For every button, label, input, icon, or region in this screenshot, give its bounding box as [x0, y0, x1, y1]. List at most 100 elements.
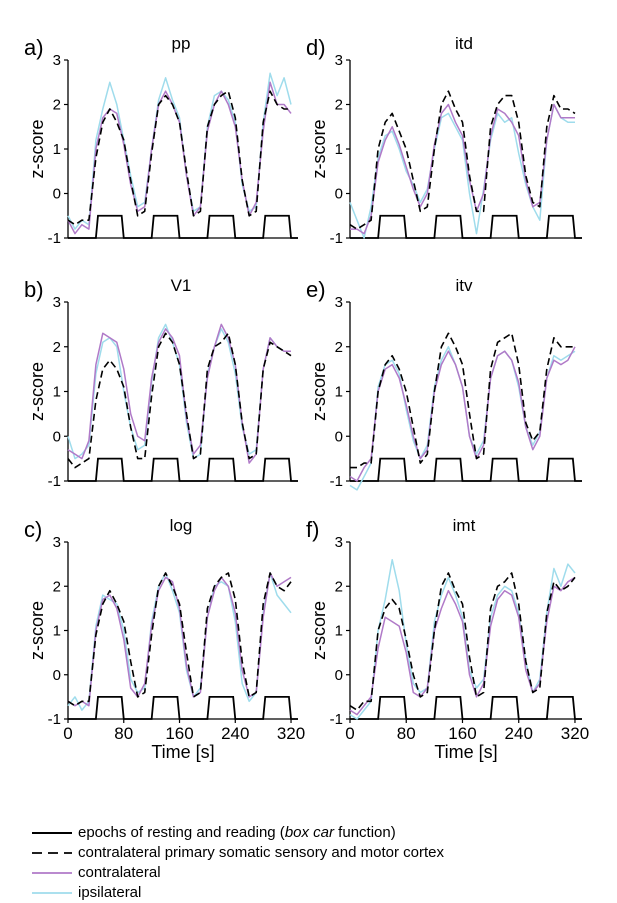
x-tick-label: 160 — [448, 724, 476, 743]
y-tick-label: 0 — [53, 428, 61, 445]
legend-label-contralateral: contralateral — [78, 864, 161, 881]
y-axis-label: z-score — [309, 362, 329, 421]
y-tick-label: -1 — [330, 473, 343, 490]
y-tick-label: 2 — [53, 578, 61, 595]
y-tick-label: 0 — [53, 667, 61, 684]
y-axis-label: z-score — [27, 601, 47, 660]
boxcar-line — [350, 457, 582, 482]
y-tick-label: 2 — [335, 339, 343, 356]
y-tick-label: 1 — [335, 141, 343, 158]
y-tick-label: -1 — [48, 711, 61, 728]
panel-title: itv — [456, 276, 474, 295]
series-line-reference — [349, 572, 576, 711]
legend-label-reference: contralateral primary somatic sensory an… — [78, 844, 444, 861]
legend-label-boxcar: epochs of resting and reading ( — [78, 824, 285, 841]
y-tick-label: 3 — [335, 52, 343, 69]
panel-letter: e) — [306, 277, 326, 302]
series-line-contralateral — [349, 576, 576, 716]
series-line-reference — [67, 332, 292, 469]
legend: epochs of resting and reading (box car f… — [30, 823, 610, 903]
x-axis-label: Time [s] — [151, 742, 214, 762]
x-tick-label: 240 — [221, 724, 249, 743]
x-tick-label: 160 — [165, 724, 193, 743]
panel-title: pp — [172, 34, 191, 53]
y-tick-label: 0 — [335, 428, 343, 445]
y-tick-label: -1 — [330, 711, 343, 728]
panel-itd: -1 0 1 2 3 d) itd z-score — [306, 34, 582, 247]
y-tick-label: 1 — [335, 623, 343, 640]
y-axis-label: z-score — [309, 601, 329, 660]
y-tick-label: 2 — [53, 97, 61, 114]
y-axis-label: z-score — [27, 119, 47, 178]
y-tick-label: 2 — [53, 339, 61, 356]
legend-label-ipsilateral: ipsilateral — [78, 884, 142, 901]
y-axis-label: z-score — [27, 362, 47, 421]
y-tick-label: 0 — [335, 667, 343, 684]
series-line-reference — [67, 572, 292, 707]
series-line-reference — [67, 90, 291, 226]
panel-title: log — [170, 516, 193, 535]
series-line-ipsilateral — [349, 558, 576, 720]
series-line-ipsilateral — [67, 323, 291, 460]
y-tick-label: 2 — [335, 97, 343, 114]
boxcar-line — [350, 214, 582, 239]
y-tick-label: -1 — [48, 473, 61, 490]
x-tick-label: 320 — [277, 724, 305, 743]
series-line-contralateral — [350, 103, 575, 235]
boxcar-line — [68, 695, 298, 720]
legend-item-boxcar: epochs of resting and reading (box car f… — [30, 823, 610, 843]
y-tick-label: -1 — [330, 230, 343, 247]
y-tick-label: 3 — [53, 294, 61, 311]
x-axis-label: Time [s] — [434, 742, 497, 762]
y-tick-label: -1 — [48, 230, 61, 247]
series-line-contralateral — [67, 323, 291, 464]
series-line-contralateral — [67, 572, 292, 707]
y-tick-label: 3 — [53, 534, 61, 551]
legend-swatch-ipsilateral — [32, 892, 72, 894]
x-tick-label: 0 — [345, 724, 354, 743]
panel-title: imt — [453, 516, 476, 535]
series-line-contralateral — [67, 81, 292, 235]
series-line-reference — [350, 332, 575, 469]
y-tick-label: 3 — [335, 534, 343, 551]
boxcar-line — [68, 457, 298, 482]
legend-swatch-boxcar — [32, 832, 72, 834]
panel-letter: c) — [24, 517, 42, 542]
legend-item-ipsilateral: ipsilateral — [30, 883, 610, 903]
series-line-reference — [349, 90, 576, 230]
y-tick-label: 1 — [335, 384, 343, 401]
legend-label-boxcar-tail: function) — [334, 824, 396, 841]
y-tick-label: 0 — [53, 186, 61, 203]
legend-label-boxcar-italic: box car — [284, 824, 335, 841]
boxcar-line — [350, 695, 582, 720]
y-axis-label: z-score — [309, 119, 329, 178]
y-tick-label: 0 — [335, 186, 343, 203]
x-tick-label: 0 — [63, 724, 72, 743]
y-tick-label: 2 — [335, 578, 343, 595]
panel-pp: -1 0 1 2 3 a) pp z-score — [24, 34, 298, 247]
x-tick-label: 80 — [114, 724, 133, 743]
x-tick-label: 320 — [561, 724, 589, 743]
legend-swatch-contralateral — [32, 872, 72, 874]
panel-letter: b) — [24, 277, 44, 302]
series-line-ipsilateral — [67, 72, 292, 230]
legend-swatch-reference — [32, 852, 72, 854]
legend-item-contralateral: contralateral — [30, 863, 610, 883]
panel-letter: d) — [306, 35, 326, 60]
x-tick-label: 240 — [505, 724, 533, 743]
panel-letter: f) — [306, 517, 319, 542]
y-tick-label: 3 — [335, 294, 343, 311]
y-tick-label: 1 — [53, 623, 61, 640]
panel-title: itd — [455, 34, 473, 53]
y-tick-label: 1 — [53, 141, 61, 158]
series-line-contralateral — [349, 346, 576, 482]
panel-itv: -1 0 1 2 3 e) itv z-score — [306, 276, 582, 491]
panel-title: V1 — [171, 276, 192, 295]
legend-item-reference: contralateral primary somatic sensory an… — [30, 843, 610, 863]
series-line-ipsilateral — [67, 572, 292, 711]
x-tick-label: 80 — [397, 724, 416, 743]
y-tick-label: 3 — [53, 52, 61, 69]
